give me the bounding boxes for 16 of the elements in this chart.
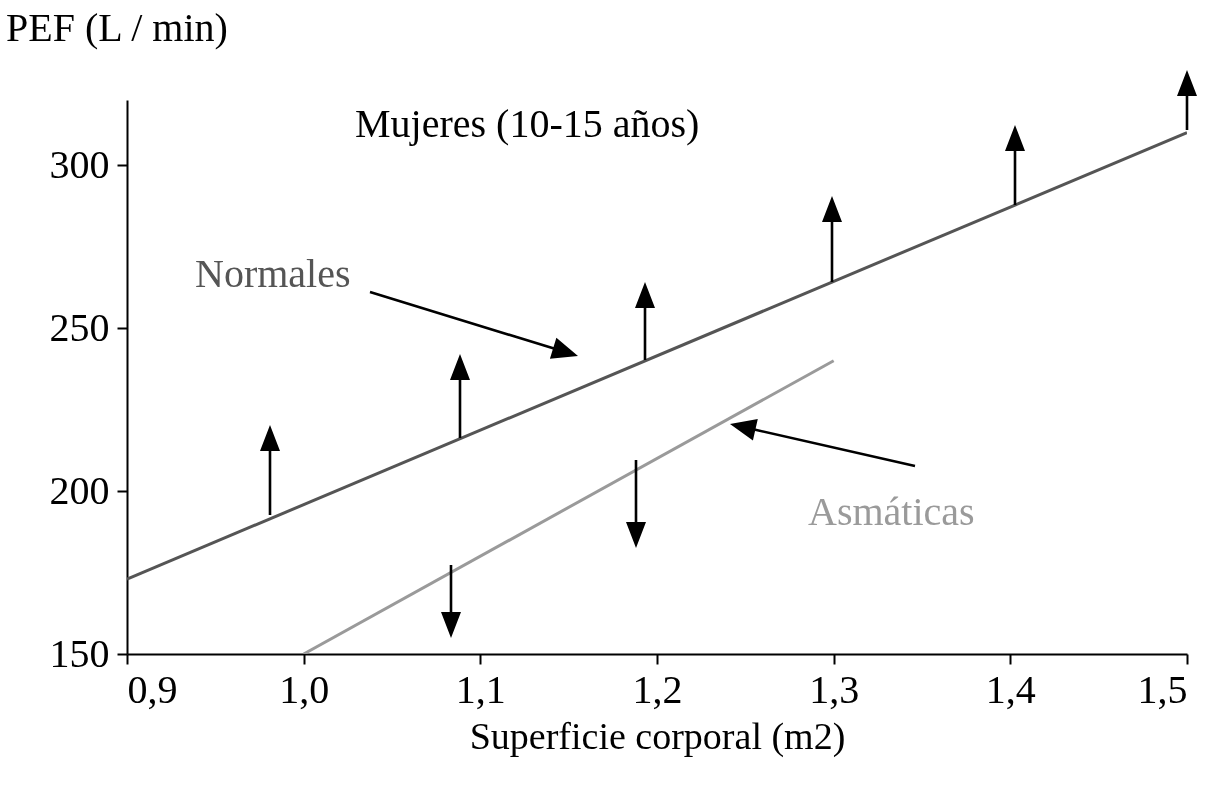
text: Asmáticas	[808, 488, 975, 535]
x-tick-label: 1,4	[985, 666, 1036, 712]
y-tick-label: 150	[49, 630, 110, 676]
x-tick-label: 1,3	[809, 666, 860, 712]
text: Normales	[195, 250, 351, 297]
x-tick-label: 0,9	[127, 666, 178, 712]
y-tick-label: 300	[49, 141, 110, 187]
x-tick-label: 1,5	[1137, 666, 1188, 712]
x-axis-title: Superficie corporal (m2)	[469, 714, 846, 758]
y-tick-label: 250	[49, 304, 110, 350]
chart-title: Mujeres (10-15 años)	[355, 100, 700, 147]
x-tick-label: 1,0	[279, 666, 330, 712]
x-tick-label: 1,1	[455, 666, 506, 712]
x-tick-label: 1,2	[632, 666, 683, 712]
y-axis-title: PEF (L / min)	[6, 4, 228, 51]
y-tick-label: 200	[49, 467, 110, 513]
